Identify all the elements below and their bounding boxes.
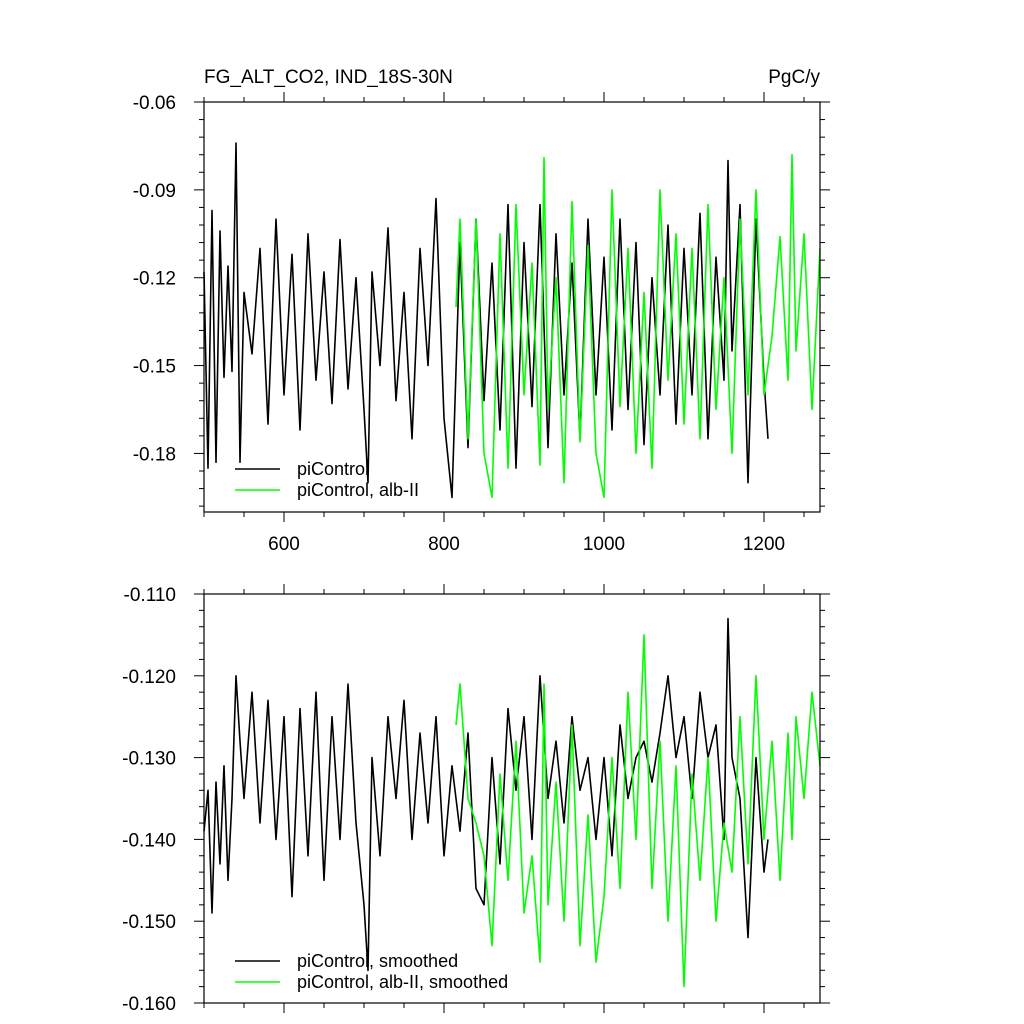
y-tick-label: -0.160 — [122, 994, 176, 1015]
bottom-panel: -0.110 -0.120 -0.130 -0.140 -0.150 -0.160 piC… — [122, 584, 830, 1015]
units-label: PgC/y — [768, 67, 820, 88]
y-tick-label: -0.110 — [124, 585, 176, 606]
y-tick-label: -0.120 — [122, 667, 176, 688]
series-line-picontrol-alb-ii — [455, 634, 821, 988]
y-tick-label: -0.130 — [122, 749, 176, 770]
legend-label-picontrol-alb: piControl, alb-II — [297, 480, 419, 500]
series-line-picontrol-alb-ii — [455, 153, 821, 499]
legend-label-smoothed: piControl, smoothed — [297, 951, 458, 971]
x-tick-label: 1000 — [583, 534, 625, 555]
bottom-series-group — [203, 617, 821, 988]
y-tick-label: -0.09 — [133, 181, 176, 202]
series-line-picontrol — [203, 617, 769, 972]
series-line-picontrol — [203, 142, 769, 499]
top-panel: FG_ALT_CO2, IND_18S-30N PgC/y 600 800 1000… — [133, 67, 830, 555]
y-tick-label: -0.140 — [122, 830, 176, 851]
y-tick-label: -0.18 — [133, 444, 176, 465]
x-tick-label: 800 — [428, 534, 460, 555]
top-axes: 600 800 1000 1200 -0.06 -0.09 -0.12 -0.15 -0.18 — [133, 92, 830, 555]
y-tick-label: -0.15 — [133, 357, 176, 378]
legend-label-picontrol: piControl — [297, 459, 369, 479]
x-tick-label: 600 — [268, 534, 300, 555]
top-series-group — [203, 142, 821, 499]
legend-label-alb-smoothed: piControl, alb-II, smoothed — [297, 972, 508, 992]
top-plot-frame — [203, 101, 821, 513]
y-tick-label: -0.12 — [133, 269, 176, 290]
y-tick-label: -0.06 — [133, 93, 176, 114]
bottom-legend: piControl, smoothed piControl, alb-II, s… — [235, 951, 508, 992]
y-tick-label: -0.150 — [122, 912, 176, 933]
x-tick-label: 1200 — [743, 534, 785, 555]
bottom-axes: -0.110 -0.120 -0.130 -0.140 -0.150 -0.160 — [122, 584, 830, 1015]
top-legend: piControl piControl, alb-II — [235, 459, 419, 500]
bottom-plot-frame — [203, 593, 821, 1004]
chart-title: FG_ALT_CO2, IND_18S-30N — [204, 67, 453, 88]
